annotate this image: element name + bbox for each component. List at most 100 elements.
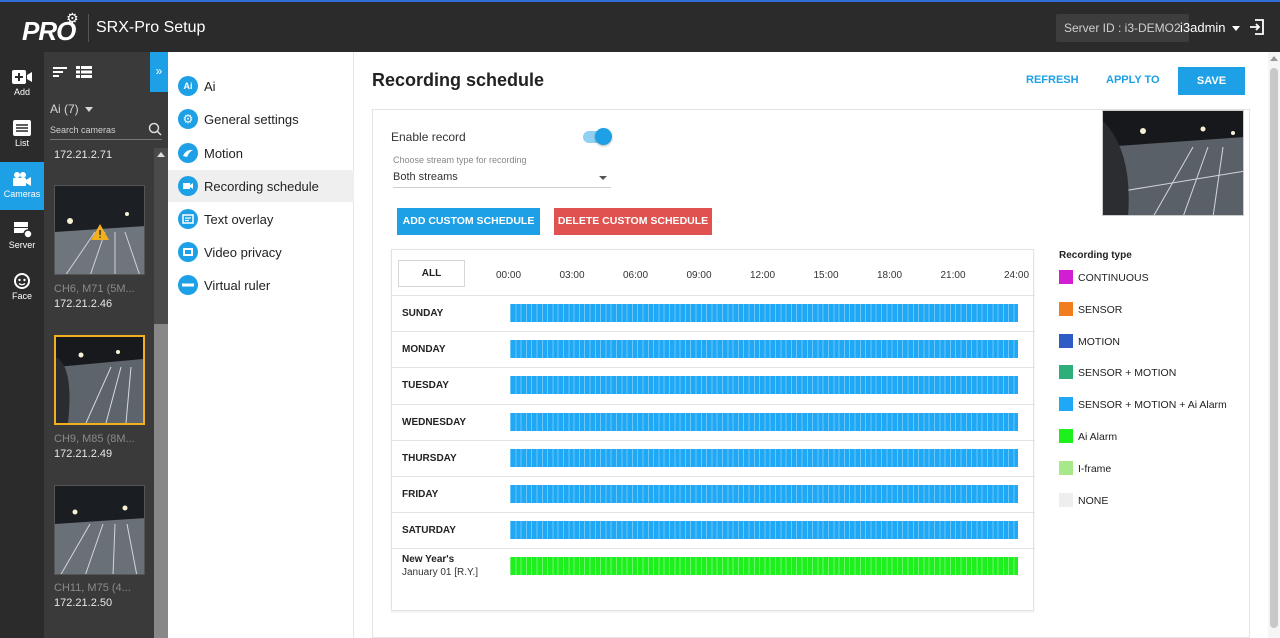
left-nav-rail: Add List Cameras Server Face <box>0 52 44 638</box>
legend-title: Recording type <box>1059 250 1132 261</box>
scroll-up-icon[interactable] <box>1270 56 1278 61</box>
schedule-row: SUNDAY <box>392 295 1035 331</box>
rail-server[interactable]: Server <box>0 213 44 261</box>
grid-view-icon[interactable] <box>76 66 92 78</box>
schedule-bar[interactable] <box>510 485 1018 503</box>
legend-label: SENSOR + MOTION <box>1078 367 1177 380</box>
legend-swatch <box>1059 492 1073 507</box>
save-button[interactable]: SAVE <box>1178 67 1245 95</box>
stream-type-select[interactable]: Both streams <box>393 168 611 188</box>
collapse-panel-button[interactable]: » <box>150 52 168 92</box>
camera-filter-dropdown[interactable]: Ai (7) <box>50 102 93 116</box>
scrollbar-thumb[interactable] <box>1270 68 1278 628</box>
search-input[interactable] <box>50 123 144 135</box>
legend-label: Ai Alarm <box>1078 431 1118 443</box>
server-icon <box>14 222 33 239</box>
gear-icon: ⚙ <box>178 109 198 129</box>
user-name: i3admin <box>1180 20 1226 35</box>
legend-swatch <box>1059 397 1073 412</box>
menu-item-label: Ai <box>204 79 216 94</box>
add-camera-icon <box>12 70 32 84</box>
delete-custom-schedule-button[interactable]: DELETE CUSTOM SCHEDULE <box>554 208 712 235</box>
legend-label: NONE <box>1078 494 1109 507</box>
search-icon[interactable] <box>148 122 162 136</box>
scrollbar-thumb[interactable] <box>154 324 168 638</box>
hour-label: 21:00 <box>940 270 966 281</box>
schedule-bar[interactable] <box>510 304 1018 322</box>
video-privacy-icon <box>178 242 198 262</box>
camera-ip: 172.21.2.46 <box>54 298 113 310</box>
camera-preview-image <box>1103 111 1243 215</box>
schedule-bar[interactable] <box>510 340 1018 359</box>
camera-search <box>50 120 162 140</box>
camera-list-scrollbar[interactable] <box>154 148 168 638</box>
scroll-up-icon[interactable] <box>157 152 165 157</box>
sort-icon[interactable] <box>52 66 68 78</box>
app-title: SRX-Pro Setup <box>96 19 206 36</box>
schedule-bar[interactable] <box>510 557 1018 576</box>
apply-to-button[interactable]: APPLY TO <box>1106 74 1160 86</box>
schedule-row: MONDAY <box>392 331 1035 367</box>
ruler-icon <box>178 275 198 295</box>
refresh-button[interactable]: REFRESH <box>1026 74 1079 86</box>
day-name: WEDNESDAY <box>402 416 467 428</box>
day-name: FRIDAY <box>402 489 439 500</box>
legend-label: SENSOR + MOTION + Ai Alarm <box>1078 399 1227 412</box>
hour-label: 09:00 <box>686 270 712 281</box>
menu-item-label: Recording schedule <box>204 179 319 194</box>
camera-thumbnail-selected[interactable] <box>54 335 145 425</box>
camera-thumbnail[interactable] <box>54 185 145 275</box>
user-menu[interactable]: i3admin <box>1180 20 1240 35</box>
add-custom-schedule-button[interactable]: ADD CUSTOM SCHEDULE <box>397 208 540 235</box>
legend-swatch <box>1059 333 1073 348</box>
rail-list-label: List <box>14 138 29 148</box>
stream-type-value: Both streams <box>393 171 458 183</box>
menu-item-general-settings[interactable]: ⚙ General settings <box>168 103 354 135</box>
chevron-down-icon <box>599 176 607 180</box>
select-all-button[interactable]: ALL <box>398 260 465 287</box>
enable-record-label: Enable record <box>391 130 466 144</box>
menu-item-ai[interactable]: Ai Ai <box>168 70 354 102</box>
camera-filter-value: Ai (7) <box>50 102 79 116</box>
menu-item-motion[interactable]: Motion <box>168 137 354 169</box>
menu-item-recording-schedule[interactable]: Recording schedule <box>168 170 354 202</box>
settings-menu: Ai Ai ⚙ General settings Motion Recordin… <box>168 52 354 638</box>
rail-cameras[interactable]: Cameras <box>0 162 44 210</box>
page-scrollbar[interactable] <box>1268 52 1280 638</box>
schedule-row: WEDNESDAY <box>392 403 1035 440</box>
schedule-bar[interactable] <box>510 448 1018 467</box>
rail-list[interactable]: List <box>0 111 44 159</box>
camera-snapshot <box>56 337 143 423</box>
schedule-row: THURSDAY <box>392 439 1035 476</box>
hour-label: 24:00 <box>1004 270 1030 281</box>
enable-record-toggle[interactable] <box>583 128 612 145</box>
day-name: SATURDAY <box>402 525 456 537</box>
schedule-bar[interactable] <box>510 376 1018 395</box>
page-title: Recording schedule <box>372 70 545 90</box>
camera-name: CH11, M75 (4... <box>54 582 131 594</box>
menu-item-text-overlay[interactable]: Text overlay <box>168 203 354 235</box>
menu-item-label: General settings <box>204 112 299 127</box>
hour-label: 06:00 <box>623 270 649 281</box>
camera-thumbnail[interactable] <box>54 485 145 575</box>
logout-icon[interactable] <box>1248 18 1266 36</box>
rail-face[interactable]: Face <box>0 264 44 312</box>
menu-item-virtual-ruler[interactable]: Virtual ruler <box>168 269 354 301</box>
pro-logo: PRO ⚙ <box>22 10 79 46</box>
schedule-panel: Enable record Choose stream type for rec… <box>372 109 1250 638</box>
server-id-badge: Server ID : i3-DEMO2 <box>1056 14 1189 42</box>
day-date: January 01 [R.Y.] <box>402 567 478 579</box>
hour-label: 18:00 <box>877 270 903 281</box>
menu-item-label: Virtual ruler <box>204 278 271 293</box>
day-name: TUESDAY <box>402 380 449 392</box>
schedule-row: FRIDAY <box>392 476 1035 512</box>
menu-item-video-privacy[interactable]: Video privacy <box>168 236 354 268</box>
rail-server-label: Server <box>8 240 36 250</box>
stream-type-label: Choose stream type for recording <box>393 155 527 165</box>
rail-add[interactable]: Add <box>0 60 44 108</box>
schedule-bar[interactable] <box>510 521 1018 540</box>
schedule-bar[interactable] <box>510 412 1018 431</box>
day-name: THURSDAY <box>402 452 457 464</box>
chevron-down-icon <box>84 107 93 113</box>
camera-ip: 172.21.2.71 <box>54 149 113 161</box>
